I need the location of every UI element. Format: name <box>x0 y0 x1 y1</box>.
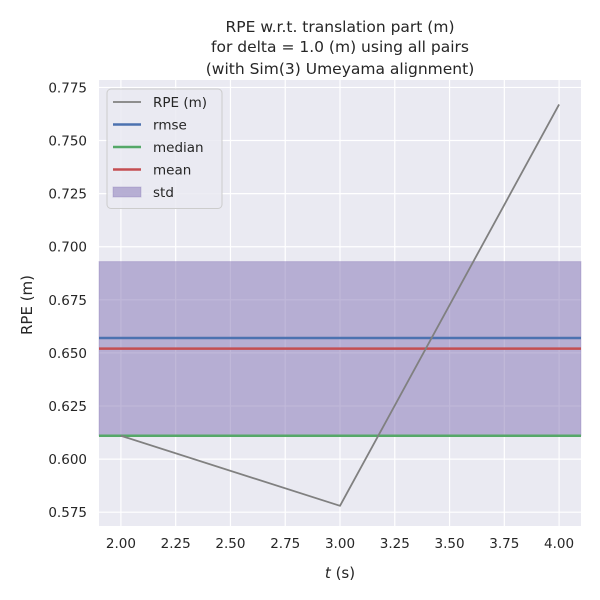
x-tick-label: 3.50 <box>435 536 465 552</box>
legend-label: rmse <box>153 118 187 134</box>
y-tick-label: 0.725 <box>48 187 87 203</box>
legend: RPE (m) rmse median mean std <box>106 88 223 209</box>
y-tick-label: 0.650 <box>48 346 87 362</box>
x-axis-ticks: 2.00 2.25 2.50 2.75 3.00 3.25 3.50 3.75 4.00 <box>106 536 574 552</box>
legend-label: median <box>153 140 204 156</box>
y-tick-label: 0.625 <box>48 399 87 415</box>
x-tick-label: 2.00 <box>106 536 136 552</box>
x-tick-label: 3.25 <box>380 536 410 552</box>
chart-title-line-1: RPE w.r.t. translation part (m) <box>225 18 454 36</box>
legend-label: std <box>153 185 174 201</box>
x-axis-label-unit: (s) <box>331 564 355 582</box>
y-tick-label: 0.700 <box>48 240 87 256</box>
y-tick-label: 0.775 <box>48 80 87 96</box>
y-tick-label: 0.575 <box>48 505 87 521</box>
rpe-series-line <box>120 103 560 507</box>
x-tick-label: 2.25 <box>161 536 191 552</box>
legend-box <box>106 88 223 209</box>
y-axis-label: RPE (m) <box>18 275 36 335</box>
x-tick-label: 3.75 <box>489 536 519 552</box>
chart-title-line-3: (with Sim(3) Umeyama alignment) <box>206 60 475 78</box>
series-layer <box>120 103 560 507</box>
legend-label: RPE (m) <box>153 95 207 111</box>
legend-swatch <box>112 186 142 198</box>
y-tick-label: 0.600 <box>48 452 87 468</box>
y-axis-ticks: 0.575 0.600 0.625 0.650 0.675 0.700 0.725 0.750… <box>48 80 87 521</box>
x-tick-label: 4.00 <box>544 536 574 552</box>
y-tick-label: 0.750 <box>48 134 87 150</box>
x-axis-label-var: t <box>325 564 332 582</box>
x-tick-label: 2.50 <box>215 536 245 552</box>
stat-lines-layer <box>99 336 581 437</box>
x-tick-label: 2.75 <box>270 536 300 552</box>
chart-title: RPE w.r.t. translation part (m) for delt… <box>206 18 475 78</box>
legend-label: mean <box>153 163 191 179</box>
y-tick-label: 0.675 <box>48 293 87 309</box>
chart-title-line-2: for delta = 1.0 (m) using all pairs <box>211 38 469 56</box>
x-axis-label: t (s) <box>325 564 355 582</box>
x-tick-label: 3.00 <box>325 536 355 552</box>
